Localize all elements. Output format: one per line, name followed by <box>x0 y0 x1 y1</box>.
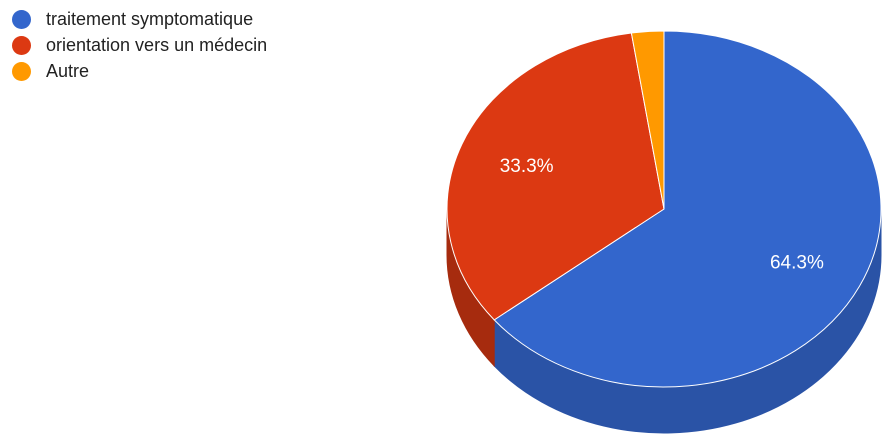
legend-item-traitement-symptomatique[interactable]: traitement symptomatique <box>12 7 342 32</box>
pie-top-group <box>446 30 882 388</box>
legend-label: orientation vers un médecin <box>46 35 268 55</box>
pie-label-group: 64.3% 33.3% <box>500 156 824 274</box>
legend-item-autre[interactable]: Autre <box>12 59 342 84</box>
pie-slice-2 <box>446 32 665 321</box>
legend-item-orientation-medecin[interactable]: orientation vers un médecin <box>12 33 342 58</box>
legend-label: traitement symptomatique <box>46 9 254 29</box>
pie-slice-1 <box>493 30 882 388</box>
slice-value-label-2: 33.3% <box>500 156 554 177</box>
slice-value-label-1: 64.3% <box>770 253 824 274</box>
pie-slice-3 <box>630 30 665 210</box>
legend-label: Autre <box>46 61 90 81</box>
legend-swatch-blue <box>12 10 31 29</box>
legend-swatch-orange <box>12 62 31 81</box>
chart-legend: traitement symptomatique orientation ver… <box>12 7 342 85</box>
legend-swatch-red <box>12 36 31 55</box>
